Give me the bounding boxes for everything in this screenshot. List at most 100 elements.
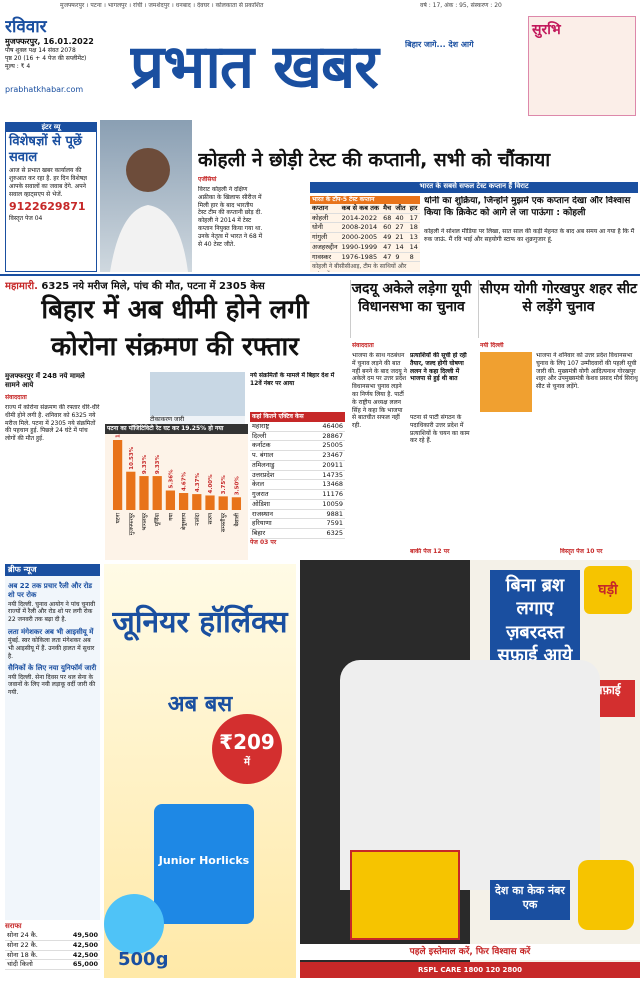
- table-cell: 42,500: [56, 950, 100, 961]
- kicker: महामारी.: [5, 281, 38, 292]
- corona-top: महामारी. 6325 नये मरीज मिले, पांच की मौत…: [5, 278, 345, 292]
- table-cell: 14: [393, 242, 408, 253]
- phone[interactable]: 9122629871: [9, 200, 86, 214]
- table-cell: प. बंगाल: [250, 450, 300, 461]
- cases-table: महाराष्ट्र 46406 दिल्ली 28867 कर्नाटक 25005 प.…: [250, 421, 345, 539]
- table-cell: कर्नाटक: [250, 440, 300, 452]
- edition-info: वर्ष : 17, अंक : 95, संस्करण : 20: [420, 2, 502, 9]
- table-row: सोना 24 कै. 49,500: [5, 931, 100, 941]
- table-cell: 2008-2014: [339, 222, 382, 234]
- category-label: वैशाली: [233, 512, 240, 526]
- more-link[interactable]: बाकी पेज 12 पर: [410, 548, 450, 555]
- table-cell: अजहरुद्दीन: [310, 242, 340, 253]
- category-label: मुजफ्फरपुर: [129, 512, 135, 535]
- table-row: गांगुली 2000-2005 49 21 13: [310, 232, 420, 243]
- ad-footer: पहले इस्तेमाल करें, फिर विश्वास करें: [300, 944, 640, 960]
- brief-headline: लता मंगेशकर अब भी आइसीयू में: [8, 627, 94, 636]
- supplement-title: सुरभि: [532, 22, 561, 38]
- market-table: सोना 24 कै. 49,500 सोना 22 कै. 42,500 सोना 1…: [5, 931, 100, 971]
- table-cell: 20911: [299, 460, 345, 471]
- yogi-headline: सीएम योगी गोरखपुर शहर सीट से लड़ेंगे चुन…: [478, 280, 638, 338]
- kohli-subhead: धोनी का शुक्रिया, जिन्होंने मुझमें एक कप…: [424, 196, 631, 218]
- category-label: नालंदा: [194, 512, 201, 525]
- value-label: 3.75%: [221, 475, 227, 495]
- byline: नयी दिल्ली: [480, 342, 504, 349]
- table-cell: 14: [407, 242, 420, 253]
- briefs-title: ब्रीफ न्यूज: [5, 564, 100, 577]
- logo: प्रभात खबर: [130, 32, 379, 102]
- ad-price-suffix: में: [244, 757, 250, 768]
- category-label: पूर्णिया: [154, 512, 161, 526]
- ad-thumb: [578, 860, 634, 930]
- jdu-text-b: पटना से पार्टी संगठन के पदाधिकारी उत्तर …: [410, 414, 470, 445]
- jdu-bullets: प्रत्याशियों की सूची हो रही तैयार, जल्द …: [410, 352, 473, 412]
- table-cell: तमिलनाडु: [250, 460, 300, 471]
- more-link[interactable]: विस्तृत पेज 04: [9, 215, 43, 223]
- table-cell: 49: [381, 232, 394, 243]
- table-row: बिहार 6325: [250, 528, 345, 539]
- bar: [139, 475, 149, 510]
- table-cell: महाराष्ट्र: [250, 421, 300, 432]
- date-box: रविवार मुजफ्फरपुर, 16.01.2022 पौष शुक्ल …: [5, 14, 125, 114]
- more-link[interactable]: विस्तृत पेज 10 पर: [560, 548, 603, 555]
- table-cell: चांदी किलो: [5, 959, 57, 971]
- table-cell: 13468: [299, 479, 345, 491]
- cases-table-title: कहां कितने एक्टिव केस: [250, 412, 345, 422]
- brief-headline: सैनिकों के लिए नया युनिफॉर्म जारी: [8, 664, 97, 673]
- table-cell: दिल्ली: [250, 431, 300, 442]
- day: रविवार: [5, 17, 47, 37]
- column-header: कब से कब तक: [339, 203, 382, 214]
- horlicks-ad[interactable]: जूनियर हॉर्लिक्स अब बस ₹209 में Junior H…: [104, 564, 296, 978]
- bar: [192, 493, 202, 510]
- table-cell: 14735: [299, 470, 345, 481]
- table-row: केरल 13468: [250, 479, 345, 491]
- ghari-logo: घड़ी: [584, 566, 632, 614]
- more-link[interactable]: पेज 03 पर: [250, 538, 277, 546]
- kohli-text-b: कोहली ने सोशल मीडिया पर लिखा, सात साल की…: [424, 228, 635, 243]
- table-cell: गुजरात: [250, 489, 300, 500]
- table-cell: 10059: [299, 499, 345, 510]
- table-cell: 68: [381, 213, 394, 224]
- ad-contact[interactable]: RSPL CARE 1800 120 2800: [300, 962, 640, 978]
- website[interactable]: prabhatkhabar.com: [5, 84, 84, 94]
- captains-table-box: भारत के टॉप-5 टेस्ट कप्तान कप्तान कब से क…: [310, 196, 420, 272]
- table-cell: सोना 22 कै.: [5, 940, 57, 951]
- supplement-thumb[interactable]: सुरभि: [528, 16, 636, 116]
- captains-table: कप्तान कब से कब तक मैच जीत हार कोहली 2014-2022…: [310, 203, 420, 263]
- category-label: पटना: [116, 512, 122, 523]
- value-label: 9.33%: [155, 454, 161, 474]
- price: मूल्य : ₹ 4: [5, 62, 31, 70]
- table-cell: 17: [407, 213, 420, 224]
- tagline: बिहार जागे... देश आगे: [405, 40, 474, 49]
- table-cell: ओडिशा: [250, 499, 300, 510]
- table-row: अजहरुद्दीन 1990-1999 47 14 14: [310, 242, 420, 253]
- bar: [205, 495, 215, 510]
- ad-elephant: [104, 894, 164, 954]
- header-row: कप्तान कब से कब तक मैच जीत हार: [310, 203, 420, 214]
- corona-headline: बिहार में अब धीमी होने लगी कोरोना संक्रम…: [41, 295, 309, 362]
- corona-text: राज्य में कोरोना संक्रमण की रफ्तार धीरे-…: [5, 404, 100, 443]
- table-cell: सोना 18 कै.: [5, 950, 57, 961]
- table-cell: 40: [393, 213, 408, 224]
- brief-headline: अब 22 तक प्रचार रैली और रोड शो पर रोक: [8, 582, 93, 600]
- cases-table-box: कहां कितने एक्टिव केस महाराष्ट्र 46406 दिल…: [250, 412, 345, 562]
- interview-text: आज से प्रभात खबर कार्यालय की शुरुआत कर र…: [9, 167, 88, 198]
- corona-sub: मुजफ्फरपुर में 248 नये मामले सामने आये: [5, 372, 85, 390]
- table-cell: 2014-2022: [339, 213, 382, 224]
- ghari-ad[interactable]: घड़ी बिना ब्रश लगाए ज़बरदस्त सफ़ाई आये क…: [300, 560, 640, 978]
- byline: संवाददाता: [5, 394, 27, 401]
- kohli-photo: [100, 120, 192, 272]
- pages: पृष्ठ 20 (16 + 4 पेज की सप्लीमेंट): [5, 55, 87, 63]
- value-label: 4.67%: [182, 471, 188, 491]
- table-row: महाराष्ट्र 46406: [250, 421, 345, 432]
- table-cell: 1990-1999: [339, 242, 382, 253]
- briefs-list: अब 22 तक प्रचार रैली और रोड शो पर रोक नयी…: [5, 576, 100, 699]
- table-row: चांदी किलो 65,000: [5, 959, 100, 971]
- table-row: सोना 18 कै. 42,500: [5, 950, 100, 961]
- brief-text: नयी दिल्ली. सेना दिवस पर थल सेना के जवान…: [8, 673, 96, 697]
- table-row: कोहली 2014-2022 68 40 17: [310, 213, 420, 224]
- value-label: 5.36%: [168, 469, 174, 489]
- photo-caption: टीकाकरण जारी: [150, 416, 245, 424]
- value-label: 10.53%: [129, 446, 135, 469]
